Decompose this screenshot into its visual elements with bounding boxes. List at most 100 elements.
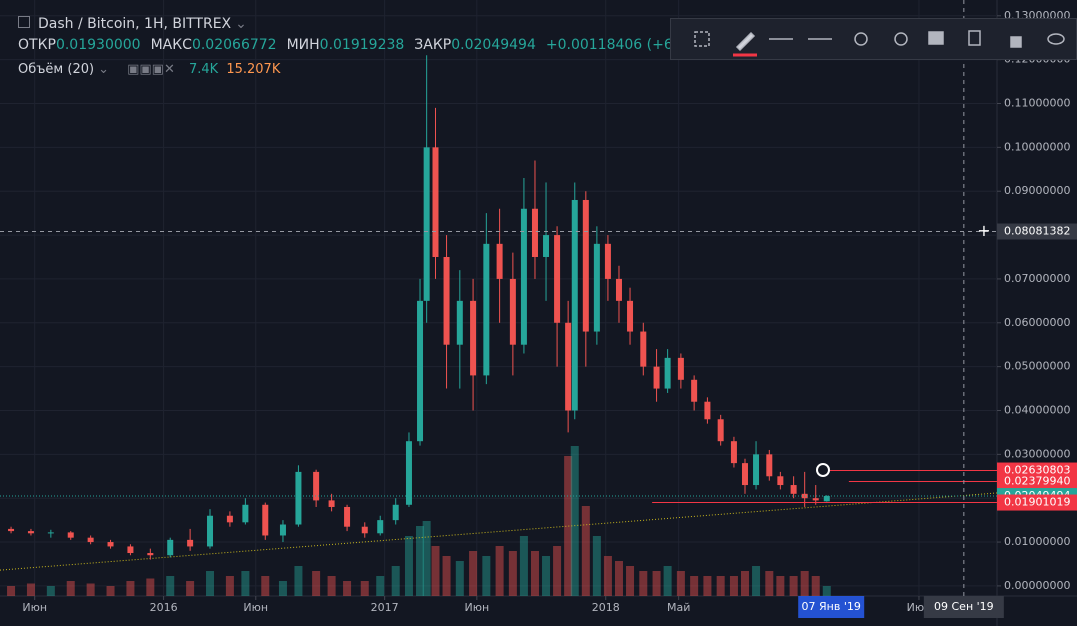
pen-tool[interactable] [735,31,756,52]
crosshair-x-label: 09 Сен '19 [934,600,994,613]
symbol-title[interactable]: Dash / Bitcoin, 1H, BITTREX [38,16,232,32]
volume-bar [495,546,504,596]
candle-body [717,419,724,442]
candle-body [107,542,114,547]
volume-bar [592,536,601,596]
ohlc-value: 0.02066772 [191,37,277,53]
x-tick-label: Июн [243,601,268,614]
candle-body [87,537,94,543]
candle-body [328,500,335,507]
volume-bar [360,581,369,596]
volume-bar [225,576,234,596]
candle-body [313,471,320,501]
y-tick-label: 0.10000000 [1004,140,1070,153]
candle-body [417,300,424,442]
candle-body [812,498,819,501]
volume-value: 15.207K [226,62,281,77]
y-tick-label: 0.04000000 [1004,403,1070,416]
x-tick-label: Июн [22,601,47,614]
y-tick-label: 0.05000000 [1004,360,1070,373]
candle-body [664,357,671,389]
volume-bar [455,561,464,596]
ohlc-label: ОТКР [18,37,56,53]
candle-body [554,235,561,323]
y-tick-label: 0.03000000 [1004,447,1070,460]
volume-bar [312,571,321,596]
volume-bar [690,576,699,596]
volume-bar [626,566,635,596]
candle-body [147,553,154,556]
volume-bar [416,526,425,596]
symbol-line: Dash / Bitcoin, 1H, BITTREX ⌄ [18,16,251,32]
volume-bar [86,583,95,596]
candle-body [509,278,516,345]
visibility[interactable] [1047,33,1065,45]
collapse-icon[interactable] [18,16,30,28]
candle-body [704,401,711,420]
candle-body [67,532,74,538]
candle-body [207,515,214,547]
x-tick-label: Май [667,601,690,614]
volume-bar [294,566,303,596]
candle-body [653,366,660,389]
layers[interactable] [928,31,944,45]
candle-body [483,243,490,376]
volume-bar [26,583,35,596]
settings[interactable] [854,32,868,46]
volume-bar [206,571,215,596]
candle-body [167,539,174,556]
volume-line: Объём (20) ⌄ ▣▣▣✕ 7.4K 15.207K [18,62,281,77]
y-tick-label: 0.09000000 [1004,184,1070,197]
date-highlight-label: 07 Янв '19 [802,600,861,613]
select-tool[interactable] [694,31,710,47]
date-highlight-bg [798,596,865,618]
volume-bar [716,576,725,596]
candle-body [823,496,830,502]
volume-bar [530,551,539,596]
volume-bar [404,536,413,596]
volume-bar [811,576,820,596]
lock[interactable] [1010,36,1022,48]
ohlc-value: 0.01930000 [55,37,141,53]
candle-body [47,532,54,534]
candle-body [604,243,611,279]
candle-body [543,235,550,257]
candle-body [423,147,430,301]
volume-bar [603,556,612,596]
volume-bar [542,556,551,596]
candle-body [571,199,578,411]
alert[interactable] [894,32,908,46]
change-value: +0.00118406 (+6.13 [545,37,696,53]
volume-bar [146,578,155,596]
volume-bar [663,566,672,596]
volume-bar [442,556,451,596]
volume-bar [126,581,135,596]
volume-bar [553,546,562,596]
candle-body [242,504,249,523]
volume-bar [482,556,491,596]
candle-body [405,441,412,505]
volume-label[interactable]: Объём (20) [18,62,95,77]
candle-body [226,515,233,523]
grid [0,0,997,596]
price-label: 0.02379940 [1004,475,1070,488]
ohlc-line: ОТКР0.01930000 МАКС0.02066772 МИН0.0191923… [18,37,699,53]
candle-body [27,531,34,534]
y-tick-label: 0.07000000 [1004,272,1070,285]
price-label-bg [997,473,1077,490]
candle-body [790,485,797,494]
volume-bar [343,581,352,596]
crosshair-x-bg [923,596,1004,618]
clone[interactable] [968,30,981,46]
volume-bar [676,571,685,596]
volume-bar [327,576,336,596]
volume-bar [469,551,478,596]
volume-bar [789,576,798,596]
price-label-bg [997,494,1077,511]
crosshair-y-label: 0.08081382 [1004,224,1070,237]
candle-body [496,243,503,279]
ohlc-label: МИН [286,37,320,53]
drawing-anchor [816,463,830,477]
